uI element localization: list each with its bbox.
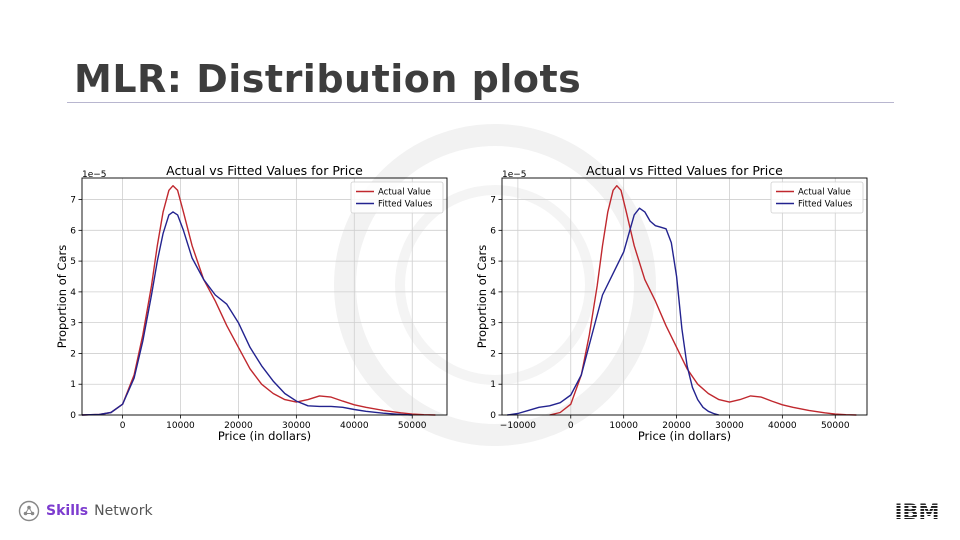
chart-left-ytick-label-3: 3: [70, 319, 76, 329]
chart-right-scale-label: 1e−5: [502, 170, 527, 180]
title-divider: [67, 102, 894, 103]
chart-left-xtick-label-2: 20000: [224, 421, 253, 431]
chart-left-title: Actual vs Fitted Values for Price: [166, 163, 363, 178]
chart-right-ytick-label-3: 3: [490, 319, 496, 329]
chart-left-ytick-label-2: 2: [70, 349, 76, 359]
ibm-logo-text: IBM: [895, 500, 940, 521]
chart-left-xtick-label-1: 10000: [166, 421, 195, 431]
chart-right-xtick-label-1: 0: [568, 421, 574, 431]
chart-right-svg: −10000 0 10000 20000 30000 40000 50000 0 1 2 3 4 5 6 7…: [475, 163, 868, 443]
chart-right-series-fitted-line: [507, 207, 720, 416]
chart-right-ytick-label-5: 5: [490, 257, 496, 267]
chart-left-ytick-label-6: 6: [70, 226, 76, 236]
chart-left-plot-frame: [81, 177, 448, 416]
chart-left-xtick-label-5: 50000: [398, 421, 427, 431]
chart-left-ytick-label-7: 7: [70, 196, 76, 206]
chart-left: 0 10000 20000 30000 40000 50000 0 1 2 3 4 5 6 7 Actual…: [52, 160, 452, 445]
chart-right-xtick-label-0: −10000: [500, 421, 536, 431]
chart-right-legend-label-fitted: Fitted Values: [798, 200, 853, 210]
chart-right-xtick-label-3: 20000: [662, 421, 691, 431]
chart-left-legend: [350, 181, 444, 214]
chart-left-xtick-label-0: 0: [120, 421, 126, 431]
chart-right-ytick-label-0: 0: [490, 411, 496, 421]
chart-right-ytick-label-6: 6: [490, 226, 496, 236]
brand-network-text: Network: [94, 503, 153, 519]
chart-left-ytick-label-4: 4: [70, 288, 76, 298]
chart-left-xtick-label-3: 30000: [282, 421, 311, 431]
chart-left-series-actual-line: [81, 185, 436, 416]
chart-left-xtick-label-4: 40000: [340, 421, 369, 431]
chart-right-ytick-label-2: 2: [490, 349, 496, 359]
chart-left-legend-label-actual: Actual Value: [378, 188, 431, 198]
skills-network-logo: Skills Network: [18, 500, 153, 522]
chart-left-ytick-label-1: 1: [70, 380, 76, 390]
chart-left-svg: 0 10000 20000 30000 40000 50000 0 1 2 3 4 5 6 7 Actual…: [55, 163, 448, 443]
chart-right-legend: [770, 181, 864, 214]
chart-right-ytick-label-4: 4: [490, 288, 496, 298]
chart-right-xlabel: Price (in dollars): [638, 429, 731, 443]
chart-right: −10000 0 10000 20000 30000 40000 50000 0 1 2 3 4 5 6 7…: [472, 160, 872, 445]
ibm-logo: IBM: [895, 500, 940, 521]
chart-right-ytick-label-7: 7: [490, 196, 496, 206]
chart-left-xlabel: Price (in dollars): [218, 429, 311, 443]
chart-right-series-actual-line: [549, 185, 857, 416]
slide-title: MLR: Distribution plots: [74, 57, 582, 101]
chart-right-xtick-label-4: 30000: [715, 421, 744, 431]
chart-right-xtick-label-2: 10000: [609, 421, 638, 431]
chart-left-scale-label: 1e−5: [82, 170, 107, 180]
chart-right-ylabel: Proportion of Cars: [475, 245, 489, 349]
chart-left-legend-label-fitted: Fitted Values: [378, 200, 433, 210]
chart-left-ytick-label-0: 0: [70, 411, 76, 421]
chart-left-series-fitted-line: [81, 211, 413, 416]
chart-left-ylabel: Proportion of Cars: [55, 245, 69, 349]
chart-right-title: Actual vs Fitted Values for Price: [586, 163, 783, 178]
brand-skills-text: Skills: [46, 503, 89, 519]
skills-network-icon: [18, 500, 40, 522]
chart-right-ytick-label-1: 1: [490, 380, 496, 390]
chart-right-xtick-label-6: 50000: [821, 421, 850, 431]
chart-right-xtick-label-5: 40000: [768, 421, 797, 431]
chart-right-legend-label-actual: Actual Value: [798, 188, 851, 198]
chart-right-plot-frame: [501, 177, 868, 416]
chart-left-ytick-label-5: 5: [70, 257, 76, 267]
